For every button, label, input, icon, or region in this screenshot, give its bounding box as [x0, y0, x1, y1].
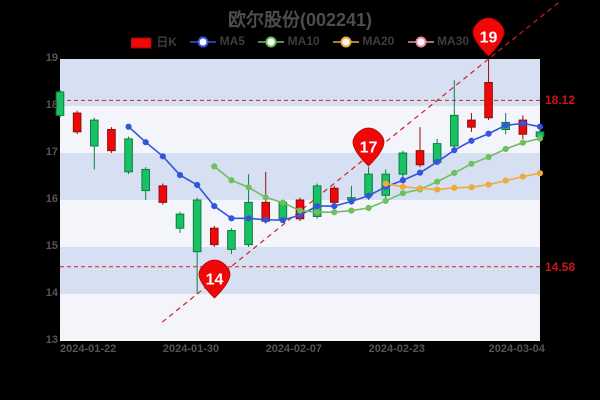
svg-text:17: 17 — [360, 139, 378, 156]
svg-text:19: 19 — [480, 30, 498, 47]
svg-text:14: 14 — [205, 271, 223, 288]
